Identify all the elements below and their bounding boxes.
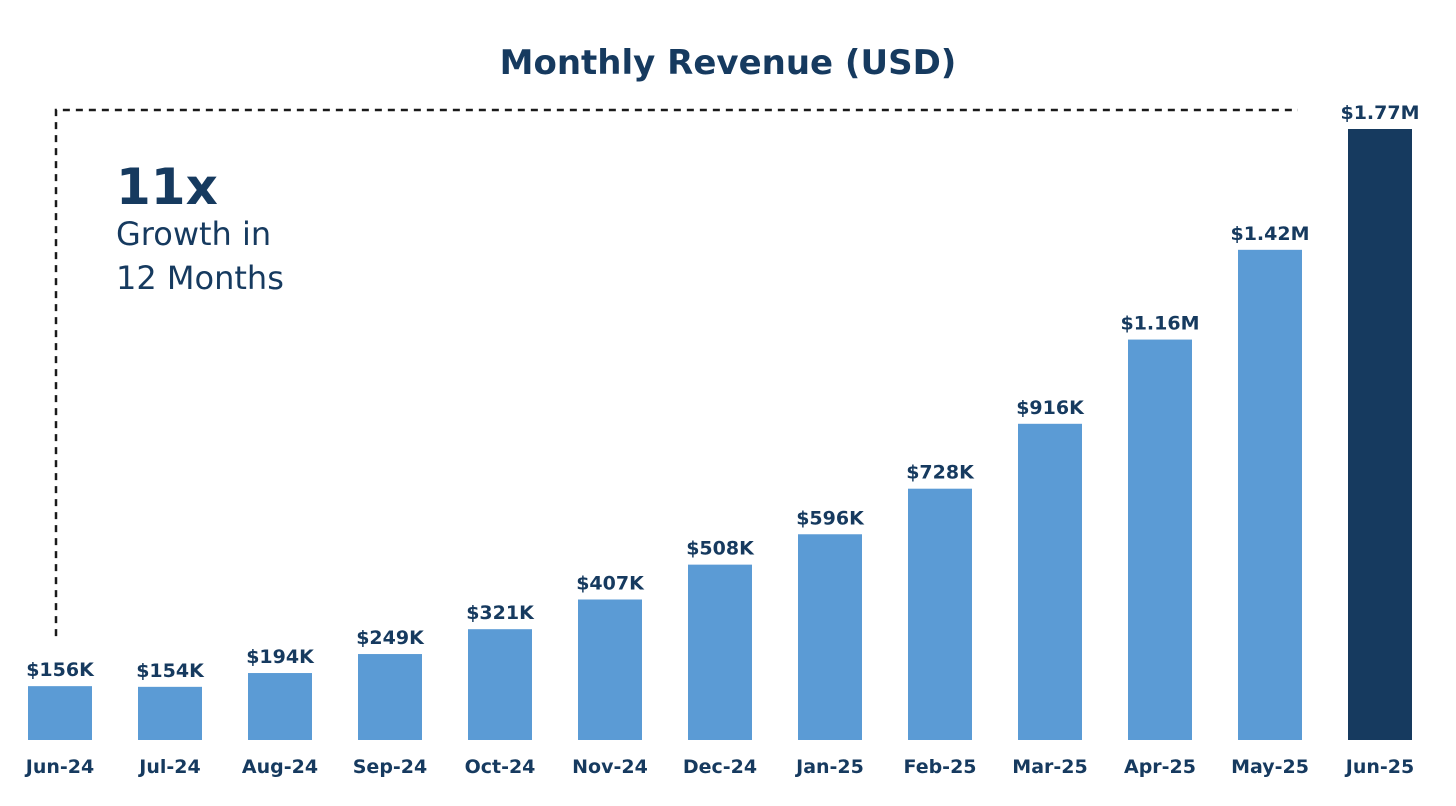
value-label-may-25: $1.42M (1230, 223, 1309, 245)
tick-label-feb-25: Feb-25 (903, 756, 976, 778)
bar-mar-25 (1018, 423, 1082, 740)
bar-oct-24 (468, 629, 532, 740)
bar-jun-25 (1348, 129, 1412, 740)
value-label-nov-24: $407K (576, 573, 645, 595)
tick-label-oct-24: Oct-24 (465, 756, 536, 778)
value-label-sep-24: $249K (356, 627, 425, 649)
tick-label-mar-25: Mar-25 (1012, 756, 1087, 778)
value-label-jun-25: $1.77M (1340, 102, 1419, 124)
bar-jun-24 (28, 686, 92, 740)
value-label-jun-24: $156K (26, 659, 95, 681)
tick-label-dec-24: Dec-24 (683, 756, 757, 778)
tick-label-nov-24: Nov-24 (572, 756, 648, 778)
value-label-mar-25: $916K (1016, 397, 1085, 419)
bar-feb-25 (908, 488, 972, 740)
x-axis-tick-labels: Jun-24 Jul-24 Aug-24 Sep-24 Oct-24 Nov-24 Dec-… (24, 756, 1414, 778)
bar-jan-25 (798, 534, 862, 740)
tick-label-aug-24: Aug-24 (242, 756, 318, 778)
value-labels-group: $156K $154K $194K $249K $321K $407K $508K $596K… (26, 102, 1419, 682)
growth-multiplier: 11x (116, 158, 218, 216)
growth-caption-line-2: 12 Months (116, 259, 284, 297)
value-label-jan-25: $596K (796, 507, 865, 529)
bar-may-25 (1238, 249, 1302, 740)
growth-caption-line-1: Growth in (116, 215, 271, 253)
bar-apr-25 (1128, 339, 1192, 740)
tick-label-jul-24: Jul-24 (137, 756, 200, 778)
tick-label-sep-24: Sep-24 (353, 756, 428, 778)
value-label-aug-24: $194K (246, 646, 315, 668)
value-label-dec-24: $508K (686, 538, 755, 560)
value-label-oct-24: $321K (466, 602, 535, 624)
growth-bracket-line (54, 108, 1298, 637)
value-label-feb-25: $728K (906, 462, 975, 484)
bar-dec-24 (688, 564, 752, 740)
tick-label-apr-25: Apr-25 (1124, 756, 1196, 778)
tick-label-jun-25: Jun-25 (1344, 756, 1414, 778)
bar-sep-24 (358, 654, 422, 740)
value-label-jul-24: $154K (136, 660, 205, 682)
bar-jul-24 (138, 686, 202, 740)
bars-group (28, 129, 1412, 740)
bar-nov-24 (578, 599, 642, 740)
bar-aug-24 (248, 673, 312, 740)
value-label-apr-25: $1.16M (1120, 313, 1199, 335)
tick-label-jan-25: Jan-25 (794, 756, 864, 778)
tick-label-may-25: May-25 (1231, 756, 1309, 778)
chart-title: Monthly Revenue (USD) (500, 43, 957, 83)
tick-label-jun-24: Jun-24 (24, 756, 94, 778)
